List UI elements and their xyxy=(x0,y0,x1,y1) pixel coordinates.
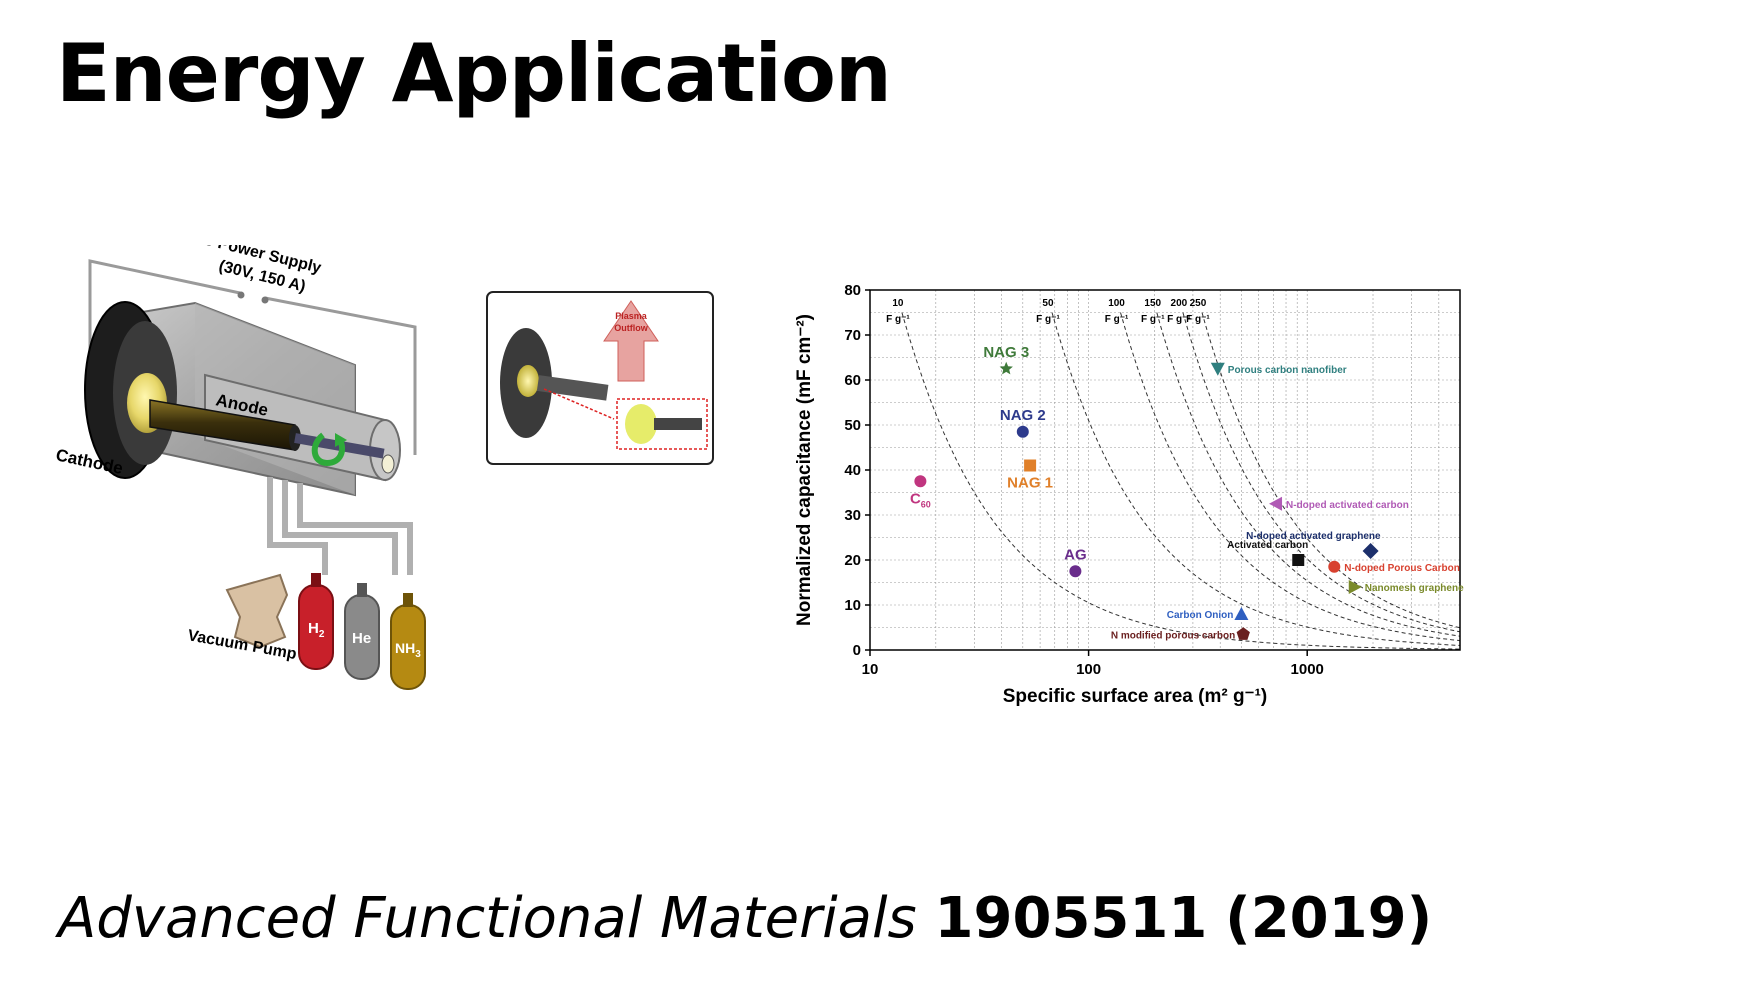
iso-label-value: 200 xyxy=(1171,298,1188,309)
gas-cylinder-nh3: NH3 xyxy=(390,593,426,690)
gas-label-he: He xyxy=(352,630,371,647)
point-label: NAG 2 xyxy=(1000,407,1046,424)
y-axis-label: Normalized capacitance (mF cm⁻²) xyxy=(794,314,815,626)
iso-line-250 xyxy=(1201,312,1461,629)
iso-label-unit: F g⁻¹ xyxy=(1036,314,1060,325)
iso-line-100 xyxy=(1120,312,1461,642)
iso-label-value: 10 xyxy=(892,298,904,309)
gas-cylinder-he: He xyxy=(344,583,380,680)
point-marker xyxy=(1024,459,1037,472)
data-point: N-doped Porous Carbon xyxy=(1328,560,1460,574)
point-label: Activated carbon xyxy=(1227,540,1308,551)
point-marker xyxy=(999,361,1013,375)
citation-year: (2019) xyxy=(1225,886,1433,951)
gas-cylinder-h2: H2 xyxy=(298,573,334,670)
iso-line-50 xyxy=(1051,312,1461,646)
y-tick-label: 0 xyxy=(853,642,861,659)
point-label: NAG 3 xyxy=(983,344,1029,361)
iso-label-value: 100 xyxy=(1108,298,1125,309)
power-wire-right xyxy=(264,296,417,455)
inset-label-line1: Plasma xyxy=(615,311,648,321)
iso-capacitance-lines: 10 F g⁻¹ 50 F g⁻¹ 100 F g⁻¹ 150 F g⁻¹ 200 F g⁻¹ 25… xyxy=(886,298,1461,650)
chart-grid xyxy=(869,290,1461,650)
point-marker xyxy=(1236,627,1250,640)
point-marker xyxy=(1362,543,1379,559)
point-label: C60 xyxy=(910,490,931,509)
y-tick-label: 20 xyxy=(844,552,861,569)
vacuum-pump xyxy=(225,573,289,649)
iso-label-unit: F g⁻¹ xyxy=(1105,314,1129,325)
iso-line-10 xyxy=(901,312,1461,650)
rotation-arrow-icon xyxy=(311,432,346,467)
point-label: Carbon Onion xyxy=(1167,610,1234,621)
point-marker xyxy=(1328,560,1341,573)
gas-label-nh3: NH3 xyxy=(395,640,421,660)
power-wire-left xyxy=(88,259,241,370)
iso-label-unit: F g⁻¹ xyxy=(886,314,910,325)
point-marker xyxy=(1069,565,1082,578)
point-label: N-doped Porous Carbon xyxy=(1344,563,1460,574)
iso-label-value: 50 xyxy=(1042,298,1054,309)
point-marker xyxy=(1292,554,1305,566)
iso-label-value: 250 xyxy=(1190,298,1207,309)
point-label: AG xyxy=(1064,546,1087,563)
arc-discharge-apparatus-diagram: DC Power Supply (30V, 150 A) Anode Catho… xyxy=(55,245,426,690)
y-tick-label: 10 xyxy=(844,597,861,614)
x-tick-label: 100 xyxy=(1076,661,1101,678)
citation-volume: 1905511 xyxy=(934,886,1208,951)
y-tick-label: 30 xyxy=(844,507,861,524)
y-tick-label: 70 xyxy=(844,327,861,344)
citation: Advanced Functional Materials 1905511 (2… xyxy=(58,888,1432,950)
data-point: NAG 3 xyxy=(983,344,1029,375)
iso-label-unit: F g⁻¹ xyxy=(1186,314,1210,325)
iso-label-unit: F g⁻¹ xyxy=(1141,314,1165,325)
iso-label-value: 150 xyxy=(1144,298,1161,309)
plasma-outflow-inset: Plasma Outflow xyxy=(486,291,714,465)
data-point: NAG 1 xyxy=(1007,459,1053,492)
gas-label-h2: H2 xyxy=(308,620,325,640)
slide-title: Energy Application xyxy=(56,27,892,120)
data-point: NAG 2 xyxy=(1000,407,1046,438)
data-point: N-doped activated carbon xyxy=(1269,496,1409,511)
inset-label-line2: Outflow xyxy=(614,323,648,333)
point-label: N-doped activated graphene xyxy=(1246,531,1381,542)
point-label: NAG 1 xyxy=(1007,475,1053,492)
point-marker xyxy=(1210,362,1225,376)
point-label: N-doped activated carbon xyxy=(1286,500,1409,511)
data-point: N-doped activated graphene xyxy=(1246,531,1381,559)
point-label: Porous carbon nanofiber xyxy=(1228,365,1347,376)
point-label: Nanomesh graphene xyxy=(1365,583,1464,594)
plasma-outflow-arrow-icon xyxy=(603,300,659,382)
data-point: N modified porous carbon xyxy=(1111,627,1250,641)
data-point: Porous carbon nanofiber xyxy=(1210,362,1347,376)
data-point: Activated carbon xyxy=(1227,540,1308,566)
point-marker xyxy=(1016,425,1029,438)
x-tick-label: 10 xyxy=(862,661,879,678)
y-tick-label: 60 xyxy=(844,372,861,389)
iso-label-unit: F g⁻¹ xyxy=(1167,314,1191,325)
x-tick-label: 1000 xyxy=(1291,661,1324,678)
point-marker xyxy=(1348,580,1362,594)
point-marker xyxy=(914,475,927,488)
point-marker xyxy=(1269,496,1283,511)
x-axis-label: Specific surface area (m² g⁻¹) xyxy=(1003,686,1268,707)
citation-journal: Advanced Functional Materials xyxy=(58,886,917,951)
y-tick-label: 40 xyxy=(844,462,861,479)
point-label: N modified porous carbon xyxy=(1111,630,1235,641)
data-point: Carbon Onion xyxy=(1167,607,1249,621)
data-point: Nanomesh graphene xyxy=(1348,580,1464,594)
y-tick-label: 80 xyxy=(844,282,861,299)
iso-line-150 xyxy=(1156,312,1461,637)
data-point: AG xyxy=(1064,546,1087,578)
point-marker xyxy=(1234,607,1249,620)
y-tick-label: 50 xyxy=(844,417,861,434)
